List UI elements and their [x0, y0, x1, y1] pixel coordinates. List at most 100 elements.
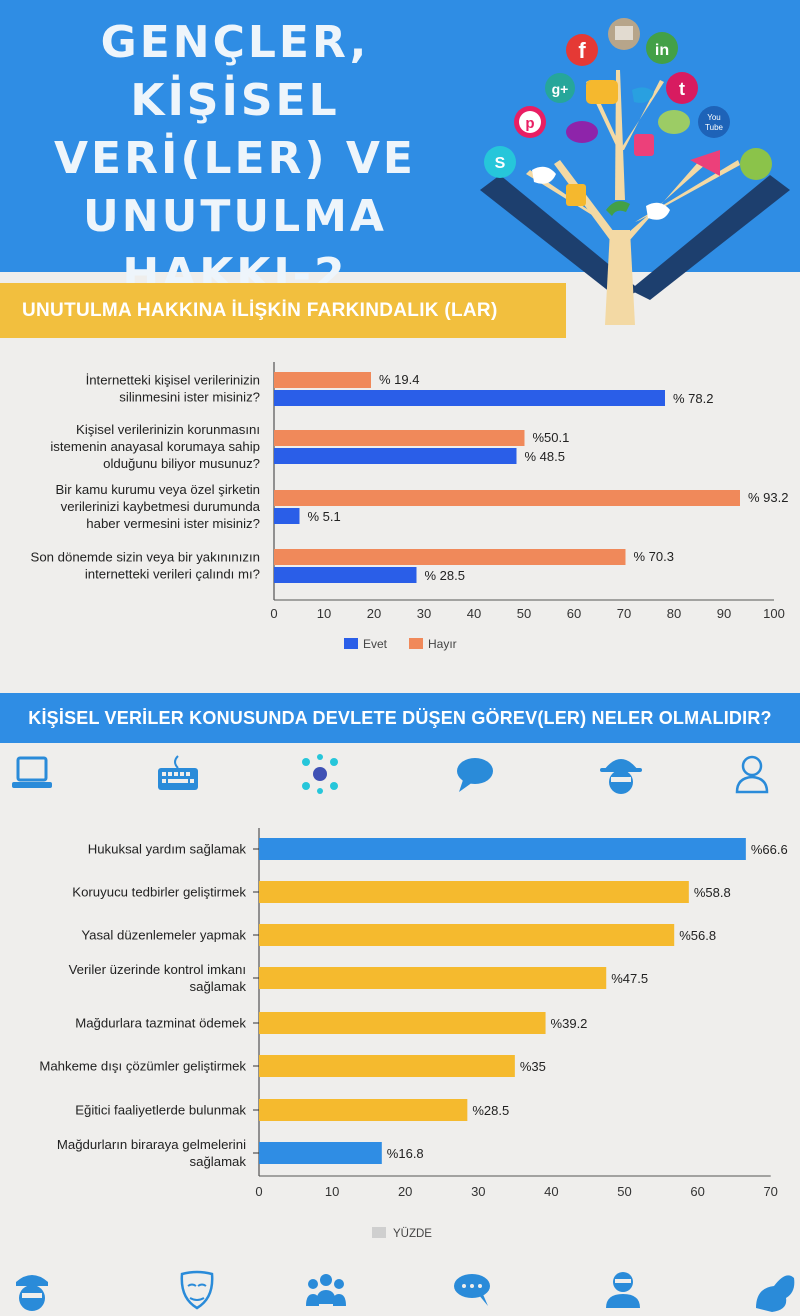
awareness-chart: 0 10 20 30 40 50 60 70 80 90 100 İnternetteki kişis… [31, 362, 788, 651]
gamepad-icon [566, 121, 598, 143]
svg-text:g+: g+ [552, 81, 569, 97]
category-label: Hukuksal yardım sağlamak [88, 842, 247, 857]
svg-text:in: in [655, 42, 669, 59]
category-label: Kişisel verilerinizin korunmasını [76, 422, 260, 437]
pinterest-icon: p [514, 106, 546, 138]
data-label-hayir: % 19.4 [379, 372, 419, 387]
anonymous-mask-icon [180, 1270, 214, 1310]
page-title: GENÇLER, KİŞİSEL VERİ(LER) VE UNUTULMA H… [20, 14, 450, 304]
bar-hayir [274, 430, 525, 446]
bar-evet [274, 508, 300, 524]
category-label: sağlamak [190, 979, 247, 994]
stack-icon [740, 148, 772, 180]
data-label-evet: % 48.5 [525, 449, 565, 464]
svg-text:Tube: Tube [705, 123, 723, 132]
category-label: Mağdurlara tazminat ödemek [75, 1016, 246, 1031]
skype-icon: S [484, 146, 516, 178]
data-label: %28.5 [472, 1103, 509, 1118]
category-label: Eğitici faaliyetlerde bulunmak [75, 1103, 246, 1118]
group-icon [586, 80, 618, 104]
x-tick-label: 10 [325, 1184, 339, 1199]
megaphone-icon [690, 150, 720, 176]
x-tick-label: 10 [317, 606, 331, 621]
facebook-icon: f [566, 34, 598, 66]
icon-row-top [0, 750, 800, 800]
x-tick-label: 30 [471, 1184, 485, 1199]
bar-hayir [274, 549, 626, 565]
chat-bubbles-icon [454, 1274, 490, 1306]
legend-swatch-evet [344, 638, 358, 649]
network-icon [302, 754, 338, 794]
svg-text:t: t [679, 79, 685, 99]
svg-text:f: f [578, 38, 586, 63]
legend-label-hayir: Hayır [428, 637, 457, 651]
x-tick-label: 80 [667, 606, 681, 621]
police-icon [16, 1275, 48, 1311]
bar [259, 1099, 468, 1121]
legend-swatch-yuzde [372, 1227, 386, 1238]
share-icon [606, 201, 630, 216]
bar-evet [274, 448, 517, 464]
title-line-2: VERİ(LER) VE [54, 133, 416, 184]
x-tick-label: 40 [544, 1184, 558, 1199]
chat-icon [658, 110, 690, 134]
tumblr-icon: t [666, 72, 698, 104]
title-line-1: GENÇLER, KİŞİSEL [100, 17, 370, 126]
category-label: silinmesini ister misiniz? [119, 390, 260, 405]
data-label: %35 [520, 1059, 546, 1074]
x-tick-label: 90 [717, 606, 731, 621]
category-label: olduğunu biliyor musunuz? [103, 456, 260, 471]
twitter-bird-2-icon [646, 202, 670, 220]
x-tick-label: 20 [398, 1184, 412, 1199]
x-tick-label: 60 [567, 606, 581, 621]
spy-icon [600, 759, 642, 794]
keyboard-icon [158, 755, 198, 790]
category-label: Mahkeme dışı çözümler geliştirmek [39, 1059, 246, 1074]
data-label: %16.8 [387, 1146, 424, 1161]
legend-label-evet: Evet [363, 637, 388, 651]
category-label: verilerinizi kaybetmesi durumunda [61, 499, 261, 514]
svg-text:p: p [525, 115, 534, 132]
svg-text:S: S [495, 155, 506, 172]
category-label: sağlamak [190, 1154, 247, 1169]
twitter-icon [632, 87, 654, 103]
svg-text:You: You [707, 113, 721, 122]
x-tick-label: 20 [367, 606, 381, 621]
bar-evet [274, 390, 665, 406]
data-label: %58.8 [694, 885, 731, 900]
bar [259, 1142, 382, 1164]
icon-row-bottom [0, 1266, 800, 1316]
bar-hayir [274, 372, 371, 388]
data-label: %47.5 [611, 971, 648, 986]
megaphone-icon [756, 1275, 795, 1312]
hacker-icon [606, 1272, 640, 1308]
x-tick-label: 30 [417, 606, 431, 621]
data-label-evet: % 5.1 [308, 509, 341, 524]
category-label: Son dönemde sizin veya bir yakınınızın [31, 550, 260, 565]
data-label-evet: % 78.2 [673, 391, 713, 406]
category-label: Veriler üzerinde kontrol imkanı [69, 962, 246, 977]
tree-branch-bands [480, 175, 790, 300]
legend-label-yuzde: YÜZDE [393, 1228, 432, 1240]
category-label: Bir kamu kurumu veya özel şirketin [56, 482, 260, 497]
bar [259, 924, 675, 946]
category-label: Koruyucu tedbirler geliştirmek [72, 885, 246, 900]
category-label: istemenin anayasal korumaya sahip [50, 439, 260, 454]
x-tick-label: 50 [517, 606, 531, 621]
title-line-3: UNUTULMA [83, 191, 387, 242]
category-label: Mağdurların biraraya gelmelerini [57, 1137, 246, 1152]
x-tick-label: 0 [255, 1184, 262, 1199]
data-label-evet: % 28.5 [425, 568, 465, 583]
section2-banner: KİŞİSEL VERİLER KONUSUNDA DEVLETE DÜŞEN … [0, 693, 800, 743]
bar-hayir [274, 490, 740, 506]
category-label: haber vermesini ister misiniz? [86, 516, 260, 531]
data-label: %56.8 [679, 928, 716, 943]
dropbox-icon [608, 18, 640, 50]
group-icon [306, 1274, 346, 1306]
bar [259, 1012, 546, 1034]
laptop-icon [12, 756, 52, 788]
data-label: %39.2 [551, 1016, 588, 1031]
data-label-hayir: % 70.3 [634, 549, 674, 564]
x-tick-label: 100 [763, 606, 785, 621]
